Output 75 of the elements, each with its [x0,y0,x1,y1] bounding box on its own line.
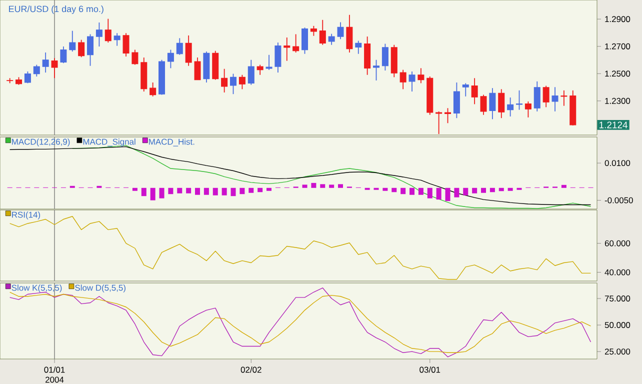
y-tick-label: 1.2500 [605,70,630,77]
y-tick-label: 1.2300 [605,98,630,104]
y-tick-label: 25.000 [604,348,630,355]
y-tick-label: -0.0050 [604,197,633,204]
candlestick [292,34,300,53]
y-tick-label: 0.0100 [604,160,630,166]
candlestick [382,43,388,71]
candlestick [167,49,174,69]
candlestick [408,71,416,92]
candlestick [266,54,272,70]
candlestick [373,59,380,81]
y-tick-label: 1.2900 [605,16,630,22]
candlestick [194,57,201,80]
candlestick [87,34,94,66]
candlestick [221,68,228,93]
x-tick-label: 03/01 [420,366,440,373]
candlestick [337,22,344,40]
legend-label: Slow D(5,5,5) [75,284,126,292]
candlestick [355,40,362,54]
x-tick-label: 02/02 [240,366,262,373]
y-tick-label: 75.000 [604,296,630,302]
candlestick [436,110,442,134]
candlestick [238,74,246,90]
candlestick [274,42,282,73]
candlestick [480,94,487,116]
candlestick [69,30,76,52]
candlestick [418,68,424,84]
candlestick [51,58,58,79]
candlestick [302,27,308,54]
candlestick [60,46,67,64]
candlestick [104,18,112,43]
legend-label: MACD(12,26,9) [12,138,70,146]
candlestick [471,78,478,105]
candlestick [256,64,264,76]
candlestick [310,25,317,36]
candlestick [122,32,130,57]
candlestick [96,22,102,47]
legend-label: MACD_Hist. [149,138,194,146]
candlestick [114,32,120,46]
candlestick [150,82,156,97]
candlestick [498,88,505,119]
y-tick-label: 50.000 [604,322,630,328]
y-tick-label: 40.000 [604,269,630,276]
candlestick [185,35,192,66]
candlestick [248,59,254,86]
candlestick [552,86,558,112]
candlestick [542,85,550,108]
candlestick [444,108,452,124]
x-tick-label: 01/01 2004 [44,366,65,383]
candlestick [33,64,40,77]
candlestick [346,14,353,53]
candlestick [524,101,532,118]
candlestick [319,19,326,46]
candlestick [230,73,237,95]
candlestick [284,37,290,62]
y-tick-label: 1.2700 [605,43,630,50]
legend-label: MACD_Signal [83,138,136,146]
candlestick [462,82,469,97]
candlestick [516,90,523,110]
candlestick [400,69,406,90]
candlestick [132,49,138,66]
candlestick [328,33,335,46]
candlestick [534,80,540,112]
annotation: 1.2124 [600,122,628,128]
candlestick [489,88,496,120]
candlestick [78,39,85,58]
candlestick [453,82,460,119]
legend-label: Slow K(5,5,5) [12,284,62,292]
candlestick [507,97,514,117]
text: EUR/USD (1 day 6 mo.) [9,6,104,14]
legend-label: RSI(14) [12,212,40,220]
y-tick-label: 60.000 [604,240,630,246]
candlestick [42,52,49,73]
candlestick [176,38,183,56]
candlestick [560,90,568,106]
